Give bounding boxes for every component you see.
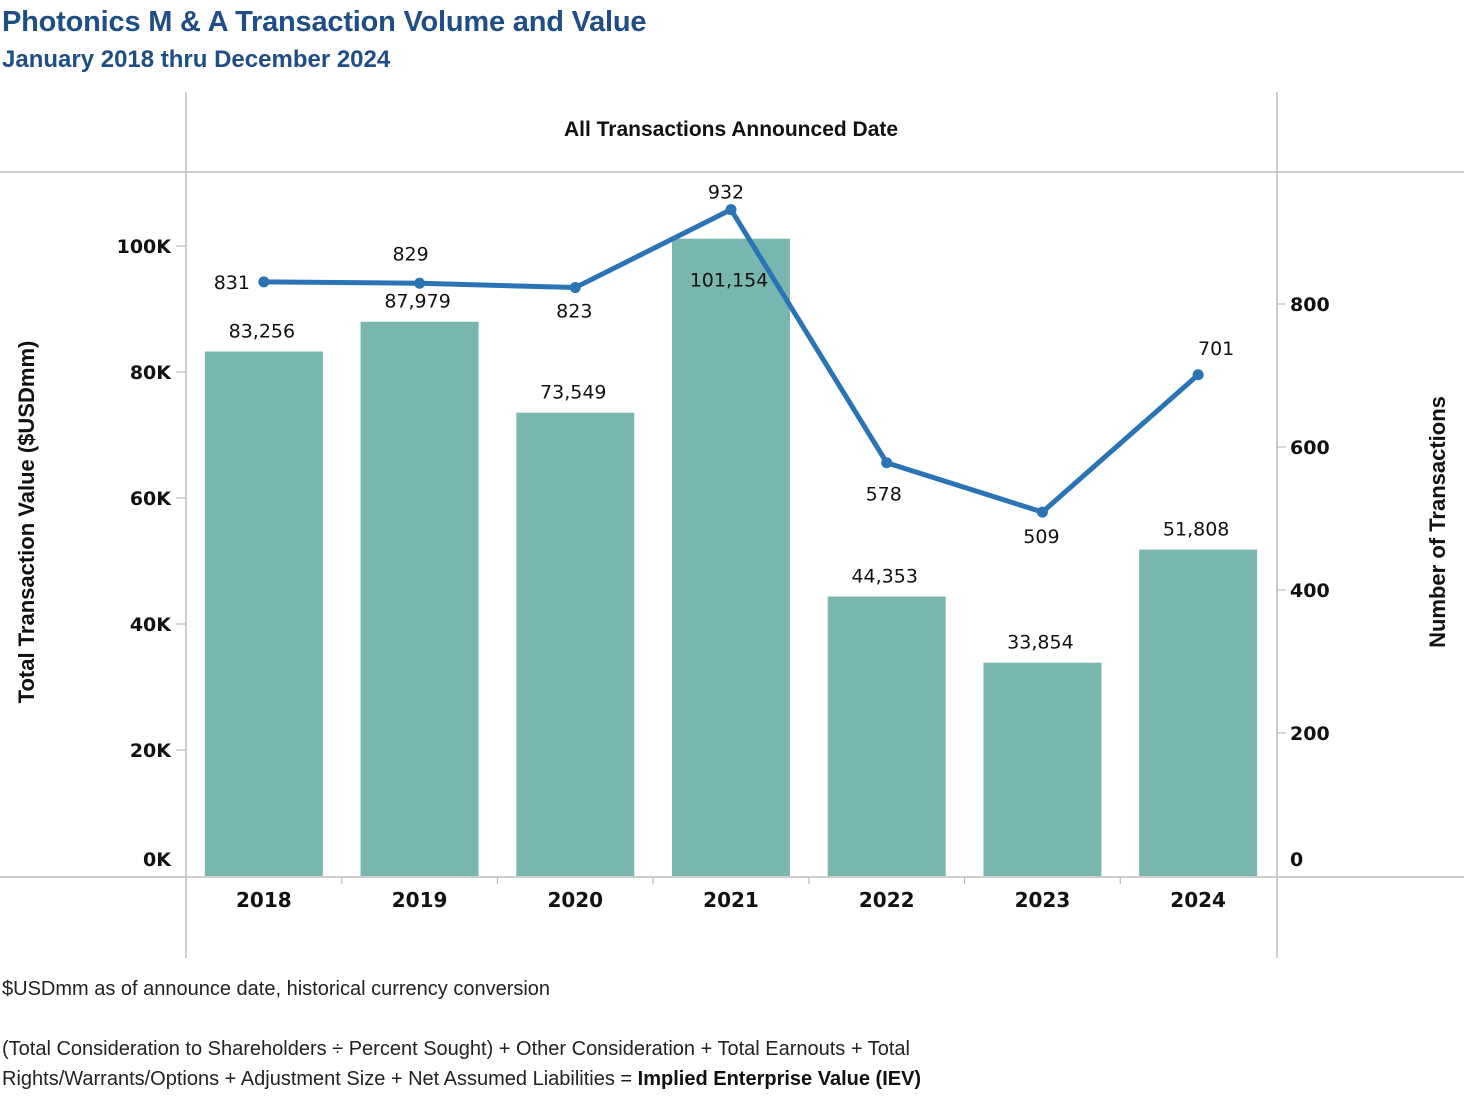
x-tick-label: 2024: [1170, 888, 1226, 912]
x-tick-label: 2018: [236, 888, 292, 912]
line-value-label: 829: [392, 243, 428, 265]
bar-value-label: 83,256: [229, 320, 295, 342]
frame-lines: [0, 92, 1464, 958]
right-tick-label: 200: [1290, 723, 1330, 745]
bar-2019: [360, 321, 479, 876]
line-value-label: 578: [866, 484, 902, 506]
right-axis-ticks: 0 200 400 600 800: [1277, 294, 1330, 871]
left-axis-ticks: 0K 20K 40K 60K 80K 100K: [117, 236, 186, 871]
left-tick-label: 80K: [130, 362, 172, 384]
line-value-label: 509: [1023, 526, 1059, 548]
formula-text: Rights/Warrants/Options + Adjustment Siz…: [2, 1068, 638, 1090]
line-value-label: 823: [556, 301, 592, 323]
x-tick-label: 2020: [547, 888, 603, 912]
right-tick-label: 400: [1290, 580, 1330, 602]
currency-footnote: $USDmm as of announce date, historical c…: [2, 978, 551, 1000]
formula-footnote-line1: (Total Consideration to Shareholders ÷ P…: [2, 1038, 910, 1060]
x-tick-label: 2021: [703, 888, 759, 912]
x-tick-label: 2023: [1015, 888, 1071, 912]
line-series: [258, 204, 1204, 518]
bar-value-label: 44,353: [851, 566, 917, 588]
bar-series: [204, 238, 1258, 877]
line-value-label: 701: [1198, 338, 1234, 360]
line-point-2019: [414, 277, 426, 289]
left-tick-label: 0K: [143, 849, 172, 871]
left-tick-label: 40K: [130, 614, 172, 636]
line-data-labels: 831 829 823 932 578 509 701: [214, 182, 1235, 548]
bar-value-label: 101,154: [690, 270, 769, 292]
bar-2018: [204, 351, 323, 877]
left-tick-label: 100K: [117, 236, 173, 258]
x-tick-label: 2019: [392, 888, 448, 912]
bar-value-label: 51,808: [1163, 519, 1229, 541]
bar-value-label: 33,854: [1007, 632, 1073, 654]
bar-data-labels: 83,256 87,979 73,549 101,154 44,353 33,854 51,…: [229, 270, 1230, 654]
bar-value-label: 87,979: [384, 291, 450, 313]
right-tick-label: 800: [1290, 294, 1330, 316]
line-value-label: 831: [214, 272, 250, 294]
bar-2020: [516, 412, 635, 876]
line-point-2020: [569, 282, 581, 294]
x-tick-label: 2022: [859, 888, 915, 912]
left-tick-label: 20K: [130, 740, 172, 762]
line-point-2018: [258, 276, 270, 288]
formula-footnote-line2: Rights/Warrants/Options + Adjustment Siz…: [2, 1068, 921, 1091]
line-point-2022: [881, 457, 893, 469]
line-point-2024: [1192, 369, 1204, 381]
chart-subtitle: January 2018 thru December 2024: [2, 46, 391, 73]
bar-value-label: 73,549: [540, 382, 606, 404]
chart-title: Photonics M & A Transaction Volume and V…: [2, 6, 647, 38]
bar-2024: [1139, 549, 1258, 876]
formula-result: Implied Enterprise Value (IEV): [637, 1068, 922, 1090]
line-point-2023: [1036, 506, 1048, 518]
right-axis-title: Number of Transactions: [1425, 396, 1450, 648]
right-tick-label: 600: [1290, 437, 1330, 459]
left-tick-label: 60K: [130, 488, 172, 510]
bar-2022: [827, 596, 946, 876]
left-axis-title: Total Transaction Value ($USDmm): [14, 341, 39, 704]
column-header: All Transactions Announced Date: [563, 118, 899, 141]
line-point-2021: [725, 204, 737, 216]
x-axis-ticks: 2018 2019 2020 2021 2022 2023 2024: [236, 877, 1226, 912]
bar-2023: [983, 662, 1102, 876]
line-value-label: 932: [708, 182, 744, 204]
bar-2021: [672, 238, 790, 876]
right-tick-label: 0: [1290, 849, 1303, 871]
